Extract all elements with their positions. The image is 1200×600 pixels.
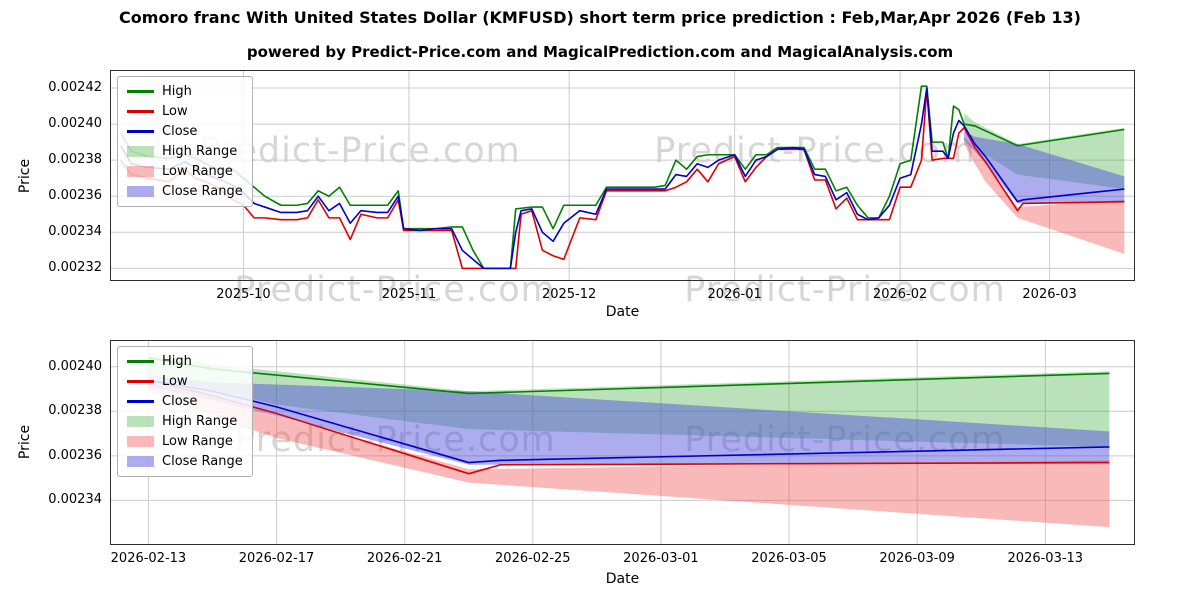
legend-line-swatch-icon [127, 360, 154, 363]
y-tick-label: 0.00240 [48, 358, 102, 374]
legend-line-swatch-icon [127, 400, 154, 403]
y-tick-label: 0.00238 [48, 152, 102, 168]
y-tick-label: 0.00238 [48, 403, 102, 419]
low-line [120, 89, 1125, 270]
x-tick-label: 2025-12 [541, 287, 597, 302]
legend-item-close-range: Close Range [127, 454, 243, 469]
legend-item-low: Low [127, 374, 243, 389]
legend-item-close: Close [127, 394, 243, 409]
y-tick-label: 0.00236 [48, 447, 102, 463]
y-tick-label: 0.00240 [48, 116, 102, 132]
legend-label: Low [162, 374, 188, 389]
low-range-band [964, 136, 1125, 254]
y-tick-label: 0.00232 [48, 260, 102, 276]
high-line [119, 85, 1125, 270]
figure-title: Comoro franc With United States Dollar (… [119, 8, 1081, 27]
high-range-band [148, 353, 1110, 447]
x-tick-label: 2026-02-25 [495, 551, 571, 566]
legend-item-close-range: Close Range [127, 184, 243, 199]
close-range-band [964, 131, 1125, 204]
watermark-text: Predict-Price.com [684, 270, 1006, 310]
legend-patch-swatch-icon [127, 436, 154, 447]
legend-item-high: High [127, 84, 243, 99]
legend-item-low-range: Low Range [127, 164, 243, 179]
legend-item-close: Close [127, 124, 243, 139]
y-tick-label: 0.00236 [48, 188, 102, 204]
x-axis-label: Date [605, 571, 640, 587]
legend-patch-swatch-icon [127, 416, 154, 427]
legend-label: Low [162, 104, 188, 119]
x-tick-label: 2026-02-17 [238, 551, 315, 566]
x-tick-label: 2026-03-13 [1007, 551, 1084, 566]
x-tick-label: 2026-02-13 [110, 551, 187, 566]
legend-label: Low Range [162, 164, 233, 179]
x-tick-label: 2026-02-21 [366, 551, 443, 566]
legend-patch-swatch-icon [127, 146, 154, 157]
legend-item-high-range: High Range [127, 144, 243, 159]
watermark-text: Predict-Price.com [234, 270, 556, 310]
legend-label: Low Range [162, 434, 233, 449]
figure-subtitle: powered by Predict-Price.com and Magical… [246, 43, 954, 61]
legend: High Low Close High Range Low Range Close Ran… [117, 346, 253, 477]
legend: High Low Close High Range Low Range Close Ran… [117, 76, 253, 207]
legend-item-high-range: High Range [127, 414, 243, 429]
low-range-band [148, 382, 1110, 528]
x-tick-label: 2026-03-01 [623, 551, 699, 566]
legend-label: Close [162, 124, 198, 139]
legend-line-swatch-icon [127, 380, 154, 383]
legend-label: Close [162, 394, 198, 409]
y-tick-label: 0.00234 [48, 492, 102, 508]
close-line [119, 87, 1125, 270]
high-range-band [964, 113, 1125, 190]
close-range-band [148, 375, 1110, 465]
legend-line-swatch-icon [127, 130, 154, 133]
x-tick-label: 2025-11 [381, 287, 437, 302]
legend-item-low-range: Low Range [127, 434, 243, 449]
y-tick-label: 0.00242 [48, 80, 102, 96]
legend-patch-swatch-icon [127, 186, 154, 197]
legend-label: High [162, 84, 192, 99]
x-tick-label: 2026-03 [1022, 287, 1077, 302]
plot-area [110, 70, 1135, 281]
legend-patch-swatch-icon [127, 456, 154, 467]
legend-label: Close Range [162, 184, 243, 199]
legend-item-high: High [127, 354, 243, 369]
x-tick-label: 2026-03-05 [751, 551, 827, 566]
legend-label: Close Range [162, 454, 243, 469]
watermark-text: Predict-Price.com [234, 420, 555, 460]
legend-line-swatch-icon [127, 90, 154, 93]
legend-label: High [162, 354, 192, 369]
legend-patch-swatch-icon [127, 166, 154, 177]
legend-label: High Range [162, 414, 238, 429]
watermark-text: Predict-Price.com [654, 131, 976, 171]
x-tick-label: 2025-10 [216, 287, 271, 302]
x-tick-label: 2026-03-09 [879, 551, 955, 566]
x-tick-label: 2026-01 [707, 287, 762, 302]
legend-line-swatch-icon [127, 110, 154, 113]
x-axis-label: Date [605, 304, 640, 320]
plot-area [110, 340, 1135, 545]
x-tick-label: 2026-02 [872, 287, 928, 302]
legend-item-low: Low [127, 104, 243, 119]
y-tick-label: 0.00234 [48, 224, 102, 240]
legend-label: High Range [162, 144, 238, 159]
